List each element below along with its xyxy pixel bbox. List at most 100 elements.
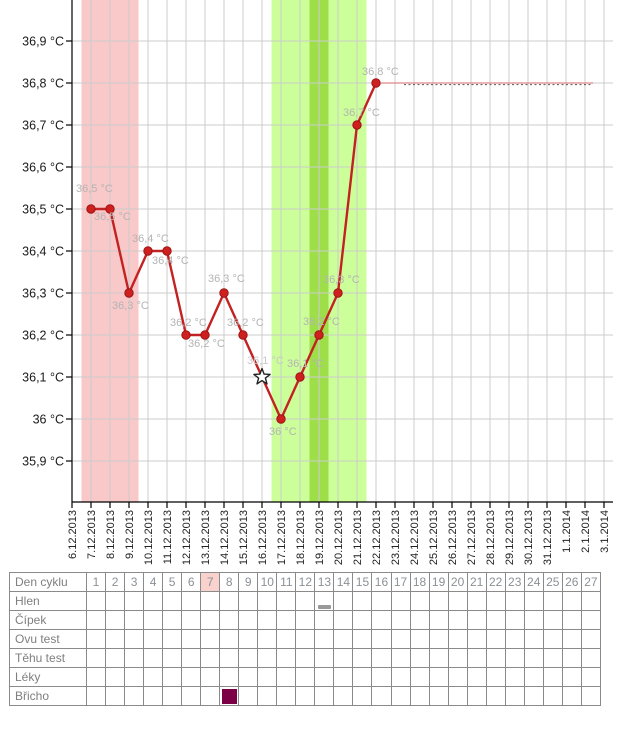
- day-cell[interactable]: [143, 610, 164, 630]
- day-cell[interactable]: [485, 667, 506, 687]
- day-cell[interactable]: [409, 629, 430, 649]
- day-cell[interactable]: [409, 648, 430, 668]
- day-cell[interactable]: [504, 667, 525, 687]
- day-number-cell[interactable]: 22: [485, 572, 506, 592]
- day-cell[interactable]: [542, 591, 563, 611]
- day-cell[interactable]: [105, 648, 126, 668]
- day-cell[interactable]: [200, 591, 221, 611]
- day-cell[interactable]: [257, 591, 278, 611]
- day-cell[interactable]: [85, 648, 107, 668]
- day-cell[interactable]: [333, 648, 354, 668]
- day-number-cell[interactable]: 5: [162, 572, 183, 592]
- day-cell[interactable]: [124, 629, 145, 649]
- day-cell[interactable]: [580, 591, 602, 611]
- day-cell[interactable]: [580, 610, 602, 630]
- day-cell[interactable]: [409, 667, 430, 687]
- day-cell[interactable]: [504, 610, 525, 630]
- day-cell[interactable]: [523, 629, 544, 649]
- day-cell[interactable]: [561, 629, 582, 649]
- day-cell[interactable]: [504, 629, 525, 649]
- day-cell[interactable]: [333, 667, 354, 687]
- day-cell[interactable]: [371, 667, 392, 687]
- day-cell[interactable]: [428, 648, 449, 668]
- day-cell[interactable]: [561, 648, 582, 668]
- day-cell[interactable]: [542, 648, 563, 668]
- day-cell[interactable]: [333, 610, 354, 630]
- temperature-point[interactable]: [295, 372, 305, 382]
- day-cell[interactable]: [314, 667, 335, 687]
- day-cell[interactable]: [143, 629, 164, 649]
- day-number-cell[interactable]: 12: [295, 572, 316, 592]
- day-cell[interactable]: [371, 648, 392, 668]
- day-cell[interactable]: [371, 591, 392, 611]
- day-number-cell[interactable]: 1: [85, 572, 107, 592]
- day-number-cell[interactable]: 24: [523, 572, 544, 592]
- day-cell[interactable]: [466, 648, 487, 668]
- day-cell[interactable]: [390, 667, 411, 687]
- day-cell[interactable]: [485, 686, 506, 706]
- day-cell[interactable]: [352, 648, 373, 668]
- day-cell[interactable]: [390, 591, 411, 611]
- temperature-point[interactable]: [276, 414, 286, 424]
- day-cell[interactable]: [105, 667, 126, 687]
- day-number-cell[interactable]: 4: [143, 572, 164, 592]
- day-cell[interactable]: [371, 610, 392, 630]
- day-cell[interactable]: [295, 629, 316, 649]
- day-cell[interactable]: [580, 648, 602, 668]
- day-cell[interactable]: [181, 686, 202, 706]
- day-cell[interactable]: [238, 667, 259, 687]
- temperature-point[interactable]: [371, 78, 381, 88]
- day-cell[interactable]: [295, 686, 316, 706]
- day-cell[interactable]: [485, 591, 506, 611]
- day-number-cell-current[interactable]: 7: [200, 572, 221, 592]
- day-cell[interactable]: [314, 629, 335, 649]
- day-cell[interactable]: [428, 667, 449, 687]
- day-cell[interactable]: [105, 629, 126, 649]
- day-cell[interactable]: [523, 686, 544, 706]
- day-cell[interactable]: [200, 629, 221, 649]
- day-cell[interactable]: [238, 686, 259, 706]
- day-cell[interactable]: [314, 686, 335, 706]
- day-cell[interactable]: [181, 648, 202, 668]
- day-cell[interactable]: [219, 610, 240, 630]
- day-cell[interactable]: [542, 610, 563, 630]
- day-cell[interactable]: [238, 591, 259, 611]
- day-cell[interactable]: [124, 667, 145, 687]
- day-cell[interactable]: [200, 648, 221, 668]
- day-cell[interactable]: [162, 591, 183, 611]
- temperature-point[interactable]: [333, 288, 343, 298]
- day-cell[interactable]: [466, 629, 487, 649]
- day-number-cell[interactable]: 25: [542, 572, 563, 592]
- day-cell[interactable]: [143, 686, 164, 706]
- day-cell[interactable]: [219, 648, 240, 668]
- day-number-cell[interactable]: 21: [466, 572, 487, 592]
- day-cell[interactable]: [276, 686, 297, 706]
- day-cell[interactable]: [124, 610, 145, 630]
- day-cell[interactable]: [105, 686, 126, 706]
- day-cell[interactable]: [276, 610, 297, 630]
- day-cell[interactable]: [428, 591, 449, 611]
- day-cell[interactable]: [85, 591, 107, 611]
- day-cell[interactable]: [523, 610, 544, 630]
- day-cell[interactable]: [352, 686, 373, 706]
- day-cell[interactable]: [390, 648, 411, 668]
- day-number-cell[interactable]: 14: [333, 572, 354, 592]
- day-number-cell[interactable]: 26: [561, 572, 582, 592]
- day-cell[interactable]: [295, 667, 316, 687]
- day-cell[interactable]: [333, 686, 354, 706]
- day-cell[interactable]: [466, 591, 487, 611]
- day-cell[interactable]: [314, 610, 335, 630]
- day-cell[interactable]: [485, 629, 506, 649]
- day-cell[interactable]: [561, 591, 582, 611]
- day-cell[interactable]: [276, 667, 297, 687]
- day-cell[interactable]: [466, 686, 487, 706]
- day-cell[interactable]: [428, 686, 449, 706]
- day-cell[interactable]: [238, 629, 259, 649]
- day-cell[interactable]: [447, 686, 468, 706]
- day-cell[interactable]: [485, 648, 506, 668]
- day-cell[interactable]: [105, 610, 126, 630]
- day-cell[interactable]: [542, 686, 563, 706]
- day-cell[interactable]: [162, 610, 183, 630]
- day-cell[interactable]: [504, 648, 525, 668]
- day-cell[interactable]: [561, 686, 582, 706]
